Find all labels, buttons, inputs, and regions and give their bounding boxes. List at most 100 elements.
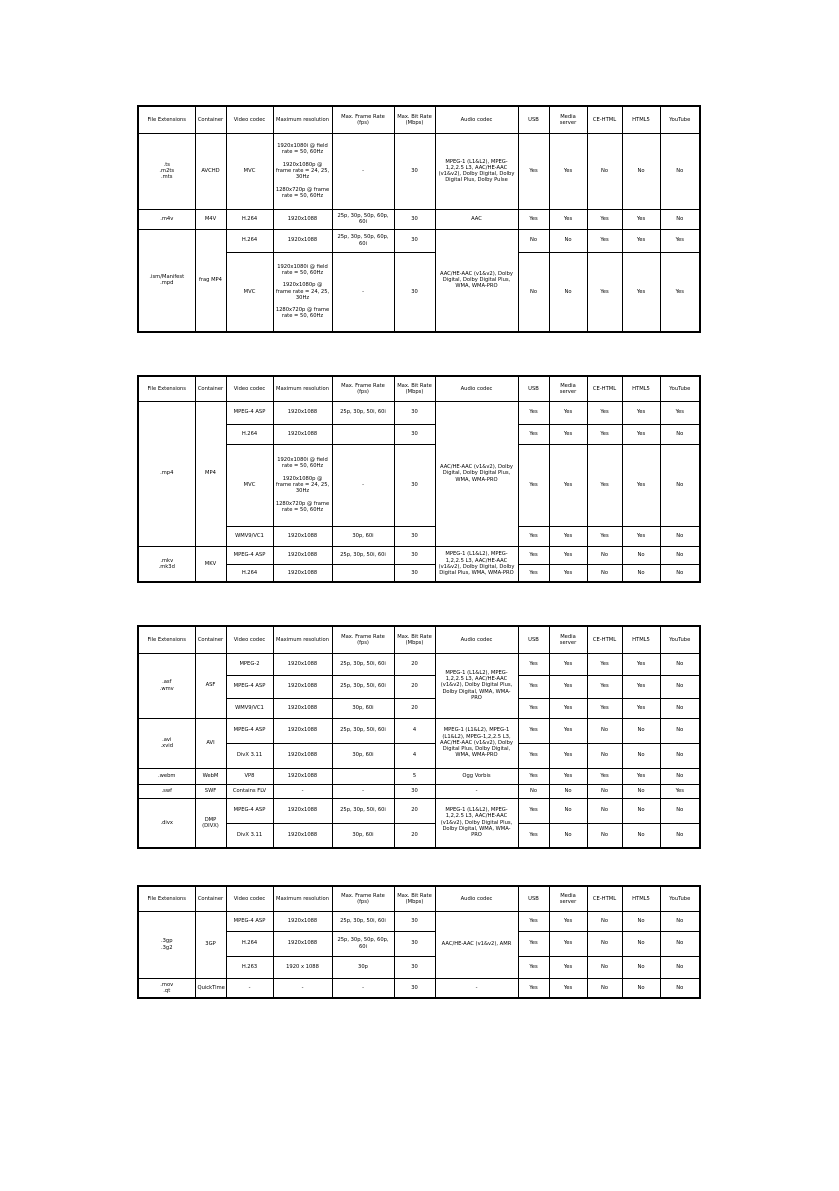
table-cell: 30	[393, 525, 436, 547]
table-cell: Yes	[621, 251, 661, 333]
table-cell: Yes	[586, 443, 623, 527]
table-cell: 30	[393, 228, 436, 253]
table-cell: No	[548, 228, 588, 253]
column-header: USB	[517, 885, 550, 912]
table-cell: MPEG-4 ASP	[225, 717, 274, 744]
table-cell: No	[659, 652, 701, 676]
column-header: USB	[517, 625, 550, 654]
table-cell: Yes	[548, 545, 588, 565]
table-cell: Yes	[586, 652, 623, 676]
table-cell: Yes	[517, 652, 550, 676]
table-cell: No	[586, 930, 623, 957]
table-cell: Yes	[621, 767, 661, 785]
table-row: DivX 3.11 1920x1088 30p, 60i 4 Yes Yes No No No	[138, 742, 701, 769]
table-row: H.264 1920x1088 30 Yes Yes No No No	[138, 563, 701, 583]
table-cell: 30	[393, 251, 436, 333]
table-cell: .ts .m2ts .mts	[137, 132, 196, 210]
format-table-1: File Extensions Container Video codec Maxim…	[137, 105, 701, 333]
column-header: Container	[194, 105, 227, 134]
table-cell: No	[621, 977, 661, 999]
table-cell: Yes	[548, 955, 588, 979]
table-cell: .3gp .3g2	[137, 910, 196, 979]
table-cell: 4	[393, 742, 436, 769]
table-cell: Yes	[548, 443, 588, 527]
table-cell: 3GP	[194, 910, 227, 979]
column-header: Maximum resolution	[272, 885, 333, 912]
table-cell: MPEG-4 ASP	[225, 400, 274, 425]
table-cell: MPEG-1 (L1&L2), MPEG-1,2,2.5 L3, AAC/HE-…	[434, 132, 519, 210]
table-cell: 20	[393, 652, 436, 676]
table-row: DivX 3.11 1920x1088 30p, 60i 20 Yes No No No No	[138, 822, 701, 849]
table-cell: 25p, 30p, 50i, 60i	[331, 545, 395, 565]
table-cell: H.263	[225, 955, 274, 979]
table-cell: Yes	[548, 767, 588, 785]
column-header: Max. Bit Rate (Mbps)	[393, 375, 436, 402]
table-cell: No	[517, 228, 550, 253]
table-cell: -	[331, 977, 395, 999]
table-cell: Yes	[586, 228, 623, 253]
table-cell: No	[548, 783, 588, 799]
table-cell: MPEG-1 (L1&L2), MPEG-1,2,2.5 L3, AAC/HE-…	[434, 652, 519, 719]
table-cell: No	[517, 783, 550, 799]
table-row: .mkv .mk3d MKV MPEG-4 ASP 1920x1088 25p, 30p…	[137, 545, 701, 583]
table-cell: 1920x1088	[272, 822, 333, 849]
table-cell: No	[621, 717, 661, 744]
table-cell: MVC	[225, 251, 274, 333]
table-cell: No	[621, 563, 661, 583]
table-cell: Yes	[586, 674, 623, 699]
table-cell: .asf .wmv	[137, 652, 196, 719]
table-cell: 1920x1088	[272, 767, 333, 785]
table-cell: 30p	[331, 955, 395, 979]
table-cell: WebM	[194, 767, 227, 785]
table-cell: No	[621, 742, 661, 769]
table-cell: 1920x1080i @ field rate = 50, 60Hz 1920x…	[272, 251, 333, 333]
table-cell: 25p, 30p, 50p, 60p, 60i	[331, 930, 395, 957]
column-header: Max. Frame Rate (fps)	[331, 105, 395, 134]
table-cell: -	[272, 783, 333, 799]
table-cell: -	[331, 783, 395, 799]
table-cell: No	[586, 783, 623, 799]
table-cell: Yes	[517, 977, 550, 999]
table-row: .3gp .3g2 3GP MPEG-4 ASP 1920x1088 25p, 30p,…	[137, 910, 701, 979]
table-cell: 30	[393, 400, 436, 425]
column-header: Maximum resolution	[272, 375, 333, 402]
table-cell: Yes	[659, 228, 701, 253]
table-cell: 25p, 30p, 50p, 60p, 60i	[331, 228, 395, 253]
table-cell: SWF	[194, 783, 227, 799]
table-cell: Yes	[548, 563, 588, 583]
table-cell: 1920x1088	[272, 742, 333, 769]
table-cell: MVC	[225, 132, 274, 210]
table-cell: Yes	[517, 955, 550, 979]
table-row: .m4v M4V H.264 1920x1088 25p, 30p, 50p, 60p,…	[137, 208, 701, 230]
table-cell: No	[659, 563, 701, 583]
table-cell: -	[272, 977, 333, 999]
table-cell: 30	[393, 910, 436, 932]
table-cell: Yes	[586, 423, 623, 445]
table-cell: Yes	[517, 525, 550, 547]
table-cell: No	[659, 423, 701, 445]
column-header: Maximum resolution	[272, 625, 333, 654]
table-cell: 1920x1088	[272, 797, 333, 824]
table-row: .mov .qt QuickTime - - -30- Yes Yes No No No	[137, 977, 701, 999]
column-header: Max. Frame Rate (fps)	[331, 375, 395, 402]
table-cell: DivX 3.11	[225, 822, 274, 849]
table-cell: Yes	[586, 767, 623, 785]
table-cell: Contains FLV	[225, 783, 274, 799]
column-header: Video codec	[225, 105, 274, 134]
table-cell: H.264	[225, 423, 274, 445]
table-row: .avi .xvid AVI MPEG-4 ASP 1920x1088 25p, 30p…	[137, 717, 701, 769]
table-cell: 30	[393, 930, 436, 957]
table-cell: 1920x1088	[272, 652, 333, 676]
column-header: HTML5	[621, 885, 661, 912]
table-cell: VP8	[225, 767, 274, 785]
table-row: .webm WebM VP8 1920x1088 5 Ogg Vorbis Yes Yes Ye…	[137, 767, 701, 785]
table-cell: MVC	[225, 443, 274, 527]
table-row: H.264 1920x1088 25p, 30p, 50p, 60p, 60i 30 Y…	[138, 930, 701, 957]
table-cell: Yes	[517, 132, 550, 210]
table-cell: No	[659, 525, 701, 547]
header-row: File Extensions Container Video codec Maxim…	[137, 885, 701, 912]
table-cell: 30	[393, 977, 436, 999]
column-header: Video codec	[225, 625, 274, 654]
table-cell: Yes	[621, 400, 661, 425]
column-header: Media server	[548, 105, 588, 134]
